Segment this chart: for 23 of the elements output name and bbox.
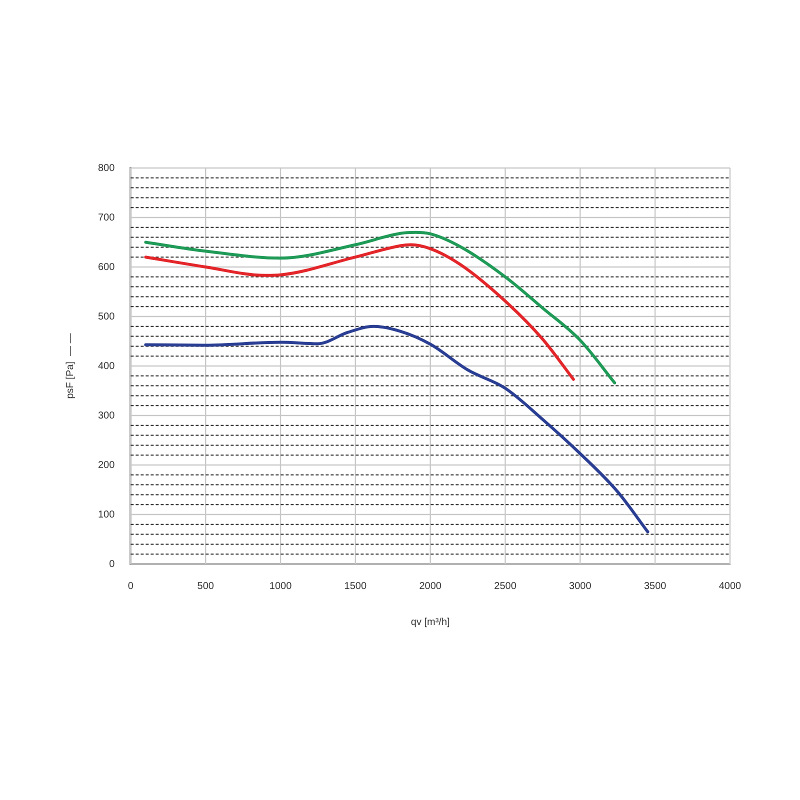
y-tick-label: 400 (98, 360, 116, 372)
x-tick-label: 4000 (718, 580, 742, 592)
line-series (144, 230, 616, 384)
line-series (144, 324, 650, 534)
x-tick-label: 2500 (494, 580, 517, 592)
x-tick-label: 0 (128, 580, 134, 592)
x-tick-label: 3500 (644, 580, 667, 592)
y-axis-title: psF [Pa] — — (64, 333, 76, 399)
y-tick-label: 200 (98, 460, 116, 471)
x-axis-title: qv [m³/h] (410, 616, 450, 628)
y-tick-label: 800 (98, 162, 116, 174)
x-tick-label: 2000 (419, 580, 442, 592)
y-tick-label: 500 (98, 311, 116, 322)
x-tick-label: 1500 (344, 580, 367, 592)
y-tick-label: 700 (98, 212, 116, 224)
y-tick-label: 300 (98, 410, 116, 422)
x-tick-label: 1000 (269, 580, 292, 592)
y-tick-label: 600 (98, 262, 116, 273)
y-tick-label: 0 (109, 558, 116, 570)
y-tick-label: 100 (98, 509, 116, 520)
x-tick-label: 3000 (569, 580, 592, 592)
x-tick-label: 500 (197, 580, 214, 592)
line-series (144, 243, 575, 381)
